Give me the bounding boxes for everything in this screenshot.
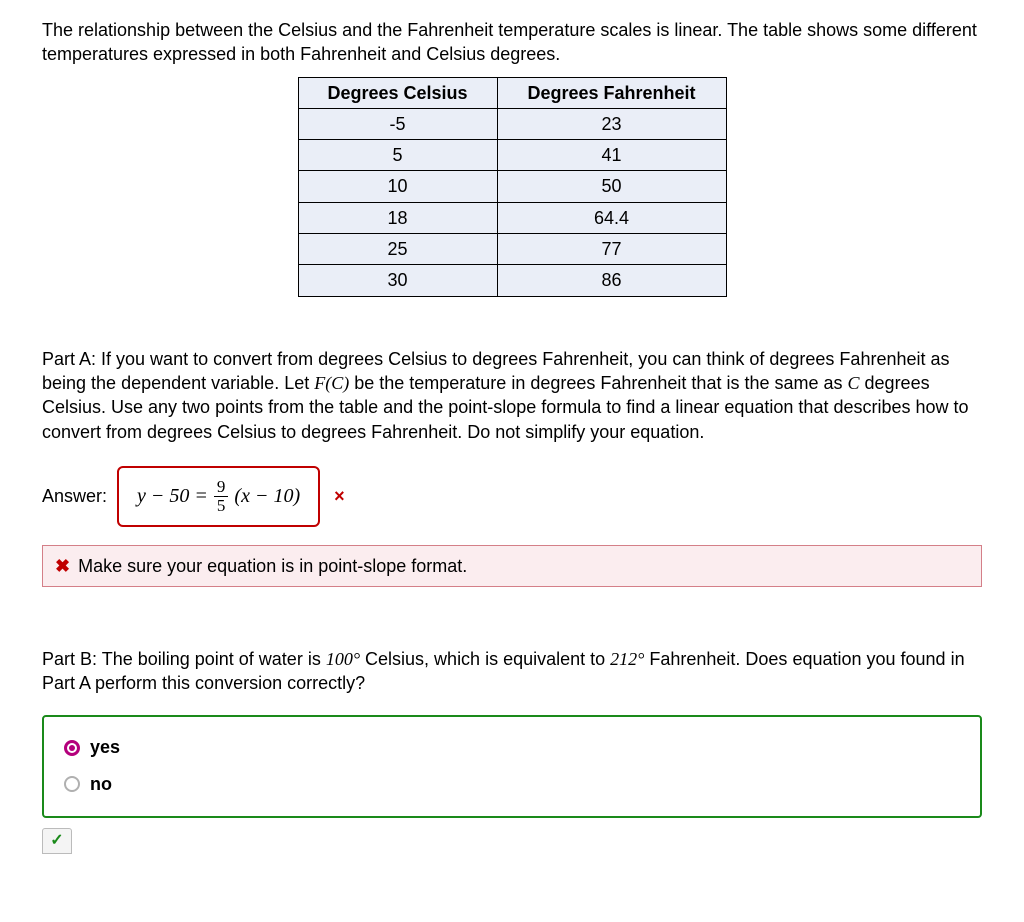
math-fc: F(C) [314, 373, 349, 393]
fraction: 9 5 [214, 478, 229, 515]
radio-selected-icon [64, 740, 80, 756]
answer-input[interactable]: y − 50 = 9 5 (x − 10) [117, 466, 320, 527]
table-row: 1050 [298, 171, 726, 202]
check-icon: ✓ [50, 830, 63, 852]
table-row: -523 [298, 108, 726, 139]
radio-empty-icon [64, 776, 80, 792]
choice-no[interactable]: no [64, 772, 960, 796]
table-row: 3086 [298, 265, 726, 296]
incorrect-icon: × [334, 484, 345, 508]
math-c: C [848, 373, 860, 393]
answer-row: Answer: y − 50 = 9 5 (x − 10) × [42, 466, 982, 527]
table-header-f: Degrees Fahrenheit [497, 77, 726, 108]
feedback-x-icon: ✖ [55, 554, 70, 578]
submit-button[interactable]: ✓ [42, 828, 72, 854]
feedback-box: ✖ Make sure your equation is in point-sl… [42, 545, 982, 587]
temperature-table: Degrees Celsius Degrees Fahrenheit -523 … [298, 77, 727, 297]
part-b-choices: yes no [42, 715, 982, 818]
choice-yes[interactable]: yes [64, 735, 960, 759]
table-header-c: Degrees Celsius [298, 77, 497, 108]
question-intro: The relationship between the Celsius and… [42, 18, 982, 67]
table-row: 541 [298, 140, 726, 171]
part-a-text: Part A: If you want to convert from degr… [42, 347, 982, 444]
table-row: 2577 [298, 234, 726, 265]
table-row: 1864.4 [298, 202, 726, 233]
feedback-text: Make sure your equation is in point-slop… [78, 554, 467, 578]
part-b-text: Part B: The boiling point of water is 10… [42, 647, 982, 696]
answer-label: Answer: [42, 484, 107, 508]
